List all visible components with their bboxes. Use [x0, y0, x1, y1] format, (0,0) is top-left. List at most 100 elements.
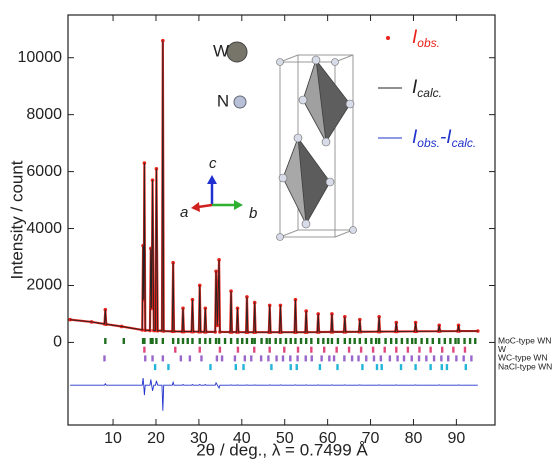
- phase-tick: [283, 346, 286, 353]
- series-line: [70, 377, 478, 411]
- phase-tick: [103, 355, 106, 362]
- phase-tick: [336, 364, 339, 371]
- legend-marker: [386, 36, 390, 40]
- phase-tick: [429, 364, 432, 371]
- phase-tick: [295, 364, 298, 371]
- phase-tick: [350, 355, 354, 362]
- x-tick-label: 70: [362, 430, 380, 447]
- phase-tick: [370, 338, 373, 344]
- phase-tick: [250, 355, 253, 362]
- x-axis-label: 2θ / deg., λ = 0.7499 Å: [196, 440, 368, 459]
- phase-tick: [449, 338, 452, 344]
- phase-tick: [418, 346, 421, 353]
- phase-tick: [265, 338, 268, 344]
- phase-tick: [440, 364, 443, 371]
- phase-tick: [389, 338, 393, 344]
- phase-tick: [406, 346, 410, 353]
- x-tick-label: 60: [319, 430, 337, 447]
- phase-tick: [289, 364, 292, 371]
- phase-tick: [414, 338, 417, 344]
- phase-tick: [186, 338, 189, 344]
- phase-tick: [270, 364, 273, 371]
- phase-tick: [167, 364, 170, 371]
- phase-tick: [330, 338, 334, 344]
- phase-tick: [463, 346, 467, 353]
- phase-tick: [310, 355, 313, 362]
- plot-frame: [67, 14, 496, 426]
- plot-area: [68, 38, 480, 411]
- phase-tick: [431, 338, 434, 344]
- phase-tick: [318, 364, 322, 371]
- phase-tick: [447, 355, 450, 362]
- phase-tick: [463, 338, 466, 344]
- phase-tick: [440, 355, 443, 362]
- phase-tick: [332, 355, 336, 362]
- phase-tick: [304, 355, 307, 362]
- x-tick-label: 10: [104, 430, 122, 447]
- phase-tick: [274, 338, 277, 344]
- phase-tick: [245, 338, 249, 344]
- phase-tick: [347, 346, 351, 353]
- legend-text-part: obs.: [417, 136, 440, 150]
- phase-tick: [395, 346, 398, 353]
- phase-tick: [179, 355, 183, 362]
- phase-tick: [417, 355, 421, 362]
- phase-tick: [402, 355, 406, 362]
- phase-tick: [214, 338, 218, 344]
- axis-b-label: b: [249, 205, 257, 222]
- phase-label: NaCl-type WN: [498, 361, 552, 371]
- phase-tick: [326, 338, 330, 344]
- phase-tick: [198, 346, 201, 353]
- phase-tick: [204, 338, 207, 344]
- legend-label: Icalc.: [412, 77, 442, 100]
- phase-tick: [296, 346, 300, 353]
- phase-tick: [151, 338, 154, 344]
- w-label: W: [213, 41, 229, 60]
- phase-tick: [429, 346, 432, 353]
- phase-tick: [395, 338, 398, 344]
- phase-tick: [268, 346, 271, 353]
- phase-label: WC-type WN: [498, 353, 548, 363]
- phase-tick: [181, 338, 185, 344]
- phase-tick: [143, 346, 146, 353]
- phase-tick: [438, 338, 441, 344]
- y-tick-label: 0: [53, 334, 62, 351]
- phase-tick: [455, 355, 458, 362]
- phase-tick: [208, 338, 212, 344]
- phase-tick: [374, 338, 378, 344]
- crystal-inset: W N a b c: [180, 41, 357, 241]
- phase-tick: [464, 364, 468, 371]
- phase-tick: [289, 338, 292, 344]
- phase-tick: [343, 338, 346, 344]
- phase-tick: [188, 355, 192, 362]
- phase-tick: [410, 355, 413, 362]
- phase-tick: [443, 338, 446, 344]
- phase-tick: [223, 338, 227, 344]
- phase-tick: [323, 346, 326, 353]
- phase-tick: [452, 346, 455, 353]
- legend-text-part: I: [412, 127, 418, 148]
- legend-text-part: -I: [440, 127, 452, 148]
- obs-point: [68, 317, 72, 322]
- phase-tick: [322, 338, 325, 344]
- phase-tick: [457, 338, 460, 344]
- phase-tick: [171, 338, 175, 344]
- phase-tick: [372, 355, 376, 362]
- phase-tick: [400, 338, 404, 344]
- phase-tick: [357, 355, 360, 362]
- phase-tick: [229, 338, 233, 344]
- phase-tick: [294, 338, 297, 344]
- phase-tick: [371, 346, 375, 353]
- y-tick-label: 6000: [26, 163, 62, 180]
- axis-a-label: a: [180, 204, 188, 221]
- w-sphere: [226, 41, 248, 63]
- y-tick-label: 10000: [18, 49, 63, 66]
- phase-tick: [359, 346, 363, 353]
- n-label: N: [217, 91, 229, 110]
- phase-tick: [279, 338, 282, 344]
- phase-tick: [377, 338, 381, 344]
- phase-tick: [174, 346, 177, 353]
- phase-tick: [177, 338, 180, 344]
- phase-tick: [250, 338, 254, 344]
